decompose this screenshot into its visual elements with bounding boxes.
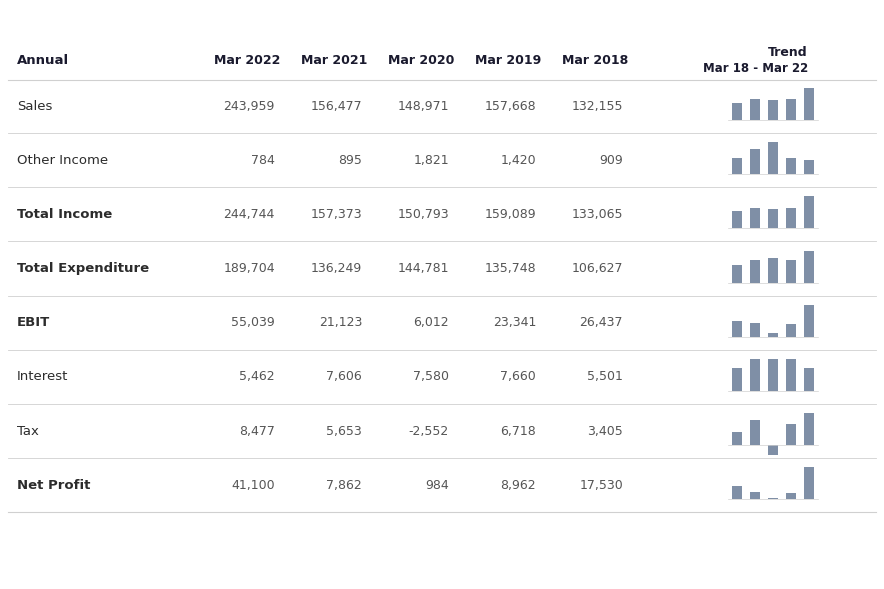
Text: Net Profit: Net Profit [17,479,90,492]
Text: Mar 18 - Mar 22: Mar 18 - Mar 22 [703,62,808,75]
Text: Mar 2021: Mar 2021 [301,54,367,67]
Text: 148,971: 148,971 [398,100,449,112]
Bar [786,493,796,499]
Text: EBIT: EBIT [17,316,50,329]
Bar [732,322,742,337]
Text: 41,100: 41,100 [232,479,275,492]
Text: 144,781: 144,781 [398,262,449,275]
Text: 784: 784 [251,154,275,167]
Text: Mar 2018: Mar 2018 [562,54,629,67]
Text: 55,039: 55,039 [232,316,275,329]
Bar [786,158,796,174]
Text: 5,653: 5,653 [326,425,362,438]
Text: 8,477: 8,477 [240,425,275,438]
Text: 909: 909 [599,154,623,167]
Text: Mar 2020: Mar 2020 [388,54,454,67]
Text: 6,012: 6,012 [414,316,449,329]
Bar [804,250,814,283]
Bar [732,264,742,283]
Bar [804,88,814,120]
Bar [732,432,742,445]
Bar [732,368,742,391]
Bar [732,486,742,499]
Bar [768,142,778,174]
Text: 5,462: 5,462 [240,370,275,383]
Text: -2,552: -2,552 [408,425,449,438]
Bar [786,208,796,229]
Bar [732,158,742,174]
Bar [750,359,760,391]
Text: 8,962: 8,962 [500,479,536,492]
Text: 136,249: 136,249 [311,262,362,275]
Text: 1,821: 1,821 [414,154,449,167]
Text: 157,373: 157,373 [310,208,362,221]
Bar [750,149,760,174]
Bar [768,498,778,499]
Bar [768,209,778,229]
Bar [750,323,760,337]
Text: Total Expenditure: Total Expenditure [17,262,149,275]
Bar [768,101,778,120]
Bar [804,467,814,499]
Text: 7,606: 7,606 [326,370,362,383]
Bar [750,420,760,445]
Text: Mar 2022: Mar 2022 [214,54,280,67]
Text: 106,627: 106,627 [571,262,623,275]
Text: 157,668: 157,668 [484,100,536,112]
Text: 3,405: 3,405 [587,425,623,438]
Text: 243,959: 243,959 [224,100,275,112]
Text: 132,155: 132,155 [571,100,623,112]
Text: 17,530: 17,530 [579,479,623,492]
Bar [804,413,814,445]
Text: 7,862: 7,862 [326,479,362,492]
Bar [732,211,742,229]
Bar [804,196,814,229]
Text: 6,718: 6,718 [500,425,536,438]
Text: 26,437: 26,437 [580,316,623,329]
Text: Other Income: Other Income [17,154,108,167]
Text: Mar 2019: Mar 2019 [475,54,541,67]
Text: 135,748: 135,748 [484,262,536,275]
Bar [804,368,814,391]
Bar [750,260,760,283]
Text: 21,123: 21,123 [318,316,362,329]
Bar [768,333,778,337]
Bar [768,359,778,391]
Bar [786,359,796,391]
Text: Annual: Annual [17,54,69,67]
Text: 133,065: 133,065 [571,208,623,221]
Bar [768,258,778,283]
Text: Total Income: Total Income [17,208,112,221]
Text: 189,704: 189,704 [224,262,275,275]
Text: Tax: Tax [17,425,39,438]
Text: 159,089: 159,089 [484,208,536,221]
Text: 5,501: 5,501 [587,370,623,383]
Bar [750,207,760,229]
Text: Trend: Trend [768,45,808,58]
Text: 895: 895 [338,154,362,167]
Bar [768,445,778,455]
Text: 23,341: 23,341 [492,316,536,329]
Text: 150,793: 150,793 [398,208,449,221]
Bar [732,102,742,120]
Bar [804,305,814,337]
Text: Interest: Interest [17,370,68,383]
Bar [786,260,796,283]
Bar [750,492,760,499]
Bar [786,325,796,337]
Bar [786,424,796,445]
Text: Sales: Sales [17,100,52,112]
Text: 7,580: 7,580 [413,370,449,383]
Bar [786,100,796,120]
Text: 7,660: 7,660 [500,370,536,383]
Text: 244,744: 244,744 [224,208,275,221]
Text: 1,420: 1,420 [500,154,536,167]
Text: 156,477: 156,477 [310,100,362,112]
Bar [750,100,760,120]
Text: 984: 984 [425,479,449,492]
Bar [804,160,814,174]
